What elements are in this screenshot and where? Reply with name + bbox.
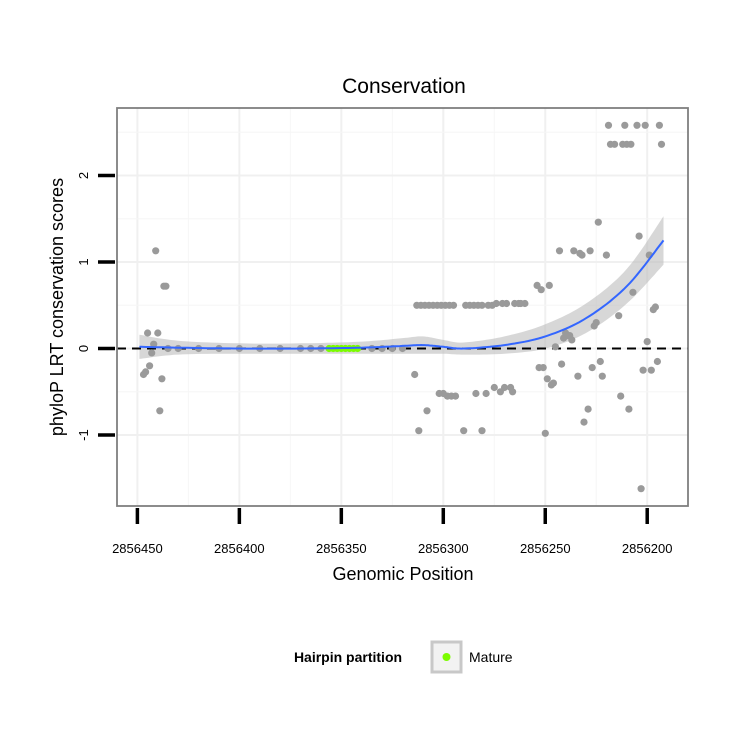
y-tick-label: 0 xyxy=(76,345,91,352)
data-point xyxy=(543,375,551,383)
data-point xyxy=(158,375,166,383)
data-point xyxy=(460,427,468,435)
x-tick-label: 2856250 xyxy=(520,541,571,556)
data-point xyxy=(142,368,150,376)
data-point xyxy=(598,372,606,380)
data-point xyxy=(584,405,592,413)
data-point xyxy=(629,288,637,296)
data-point xyxy=(549,379,558,387)
data-point xyxy=(615,312,623,320)
data-point xyxy=(482,389,490,398)
y-tick-label: -1 xyxy=(76,429,91,441)
smooth-curve xyxy=(139,239,665,350)
data-point xyxy=(144,329,152,337)
x-tick-label: 2856400 xyxy=(214,541,265,556)
data-point xyxy=(621,121,629,129)
legend-label-mature: Mature xyxy=(469,649,513,665)
data-point xyxy=(574,372,582,380)
data-point xyxy=(594,218,602,226)
data-point xyxy=(502,299,511,308)
y-tick-label: 1 xyxy=(76,258,91,265)
data-point xyxy=(551,343,560,351)
data-point xyxy=(647,366,655,374)
data-point xyxy=(555,247,564,255)
data-point xyxy=(411,370,419,379)
chart-title: Conservation xyxy=(342,75,466,98)
data-point xyxy=(521,299,529,308)
data-point xyxy=(625,405,633,413)
data-point xyxy=(415,427,423,435)
data-point xyxy=(148,349,156,357)
data-point xyxy=(592,319,600,327)
plot-panel-border xyxy=(116,107,689,507)
data-point xyxy=(586,247,594,255)
data-point xyxy=(558,360,566,368)
data-point xyxy=(156,407,164,415)
y-axis: -1 0 1 2 xyxy=(76,172,115,441)
data-point xyxy=(635,232,643,240)
data-point xyxy=(588,364,596,372)
data-point xyxy=(602,251,611,259)
data-point xyxy=(655,121,664,129)
data-point xyxy=(596,357,604,366)
data-point xyxy=(639,366,647,374)
data-point xyxy=(152,247,160,255)
data-point xyxy=(500,383,509,392)
x-tick-label: 2856200 xyxy=(622,541,673,556)
data-point xyxy=(643,338,651,346)
x-axis-title: Genomic Position xyxy=(332,564,473,584)
data-point xyxy=(641,121,649,129)
data-point xyxy=(539,364,547,372)
data-point xyxy=(611,140,619,148)
data-point xyxy=(570,247,578,255)
confidence-band-area xyxy=(139,216,664,359)
x-tick-label: 2856350 xyxy=(316,541,367,556)
y-tick-label: 2 xyxy=(76,172,91,179)
data-point xyxy=(568,336,576,344)
data-point xyxy=(651,303,660,311)
y-axis-title: phyloP LRT conservation scores xyxy=(47,178,67,436)
data-point xyxy=(537,286,545,294)
data-point xyxy=(150,340,158,348)
data-point xyxy=(508,388,517,396)
legend-key-dot xyxy=(442,653,451,661)
data-point xyxy=(478,301,486,309)
data-point xyxy=(162,282,170,290)
data-point xyxy=(154,329,162,337)
legend: Hairpin partition Mature xyxy=(294,640,513,674)
x-tick-label: 2856450 xyxy=(112,541,163,556)
data-point xyxy=(423,407,431,415)
confidence-band xyxy=(139,216,664,359)
data-point xyxy=(472,389,480,398)
data-point xyxy=(617,392,625,400)
x-axis: 2856450 2856400 2856350 2856300 2856250 28562… xyxy=(112,508,673,556)
x-tick-label: 2856300 xyxy=(418,541,469,556)
data-point xyxy=(449,301,458,309)
data-point xyxy=(490,383,498,392)
data-point xyxy=(368,344,376,353)
data-point xyxy=(604,121,613,129)
smooth-line xyxy=(139,239,665,350)
data-point xyxy=(627,140,635,148)
data-point xyxy=(451,392,460,400)
data-point xyxy=(637,485,645,493)
data-point xyxy=(492,299,500,308)
data-point xyxy=(146,362,154,370)
data-point xyxy=(657,140,666,148)
data-point xyxy=(541,429,549,437)
data-point xyxy=(578,251,586,259)
data-point xyxy=(545,281,553,289)
data-point xyxy=(478,427,486,435)
data-point xyxy=(653,357,662,366)
data-point xyxy=(633,121,641,129)
data-point xyxy=(580,418,588,426)
data-points xyxy=(139,121,666,493)
legend-title: Hairpin partition xyxy=(294,649,402,665)
